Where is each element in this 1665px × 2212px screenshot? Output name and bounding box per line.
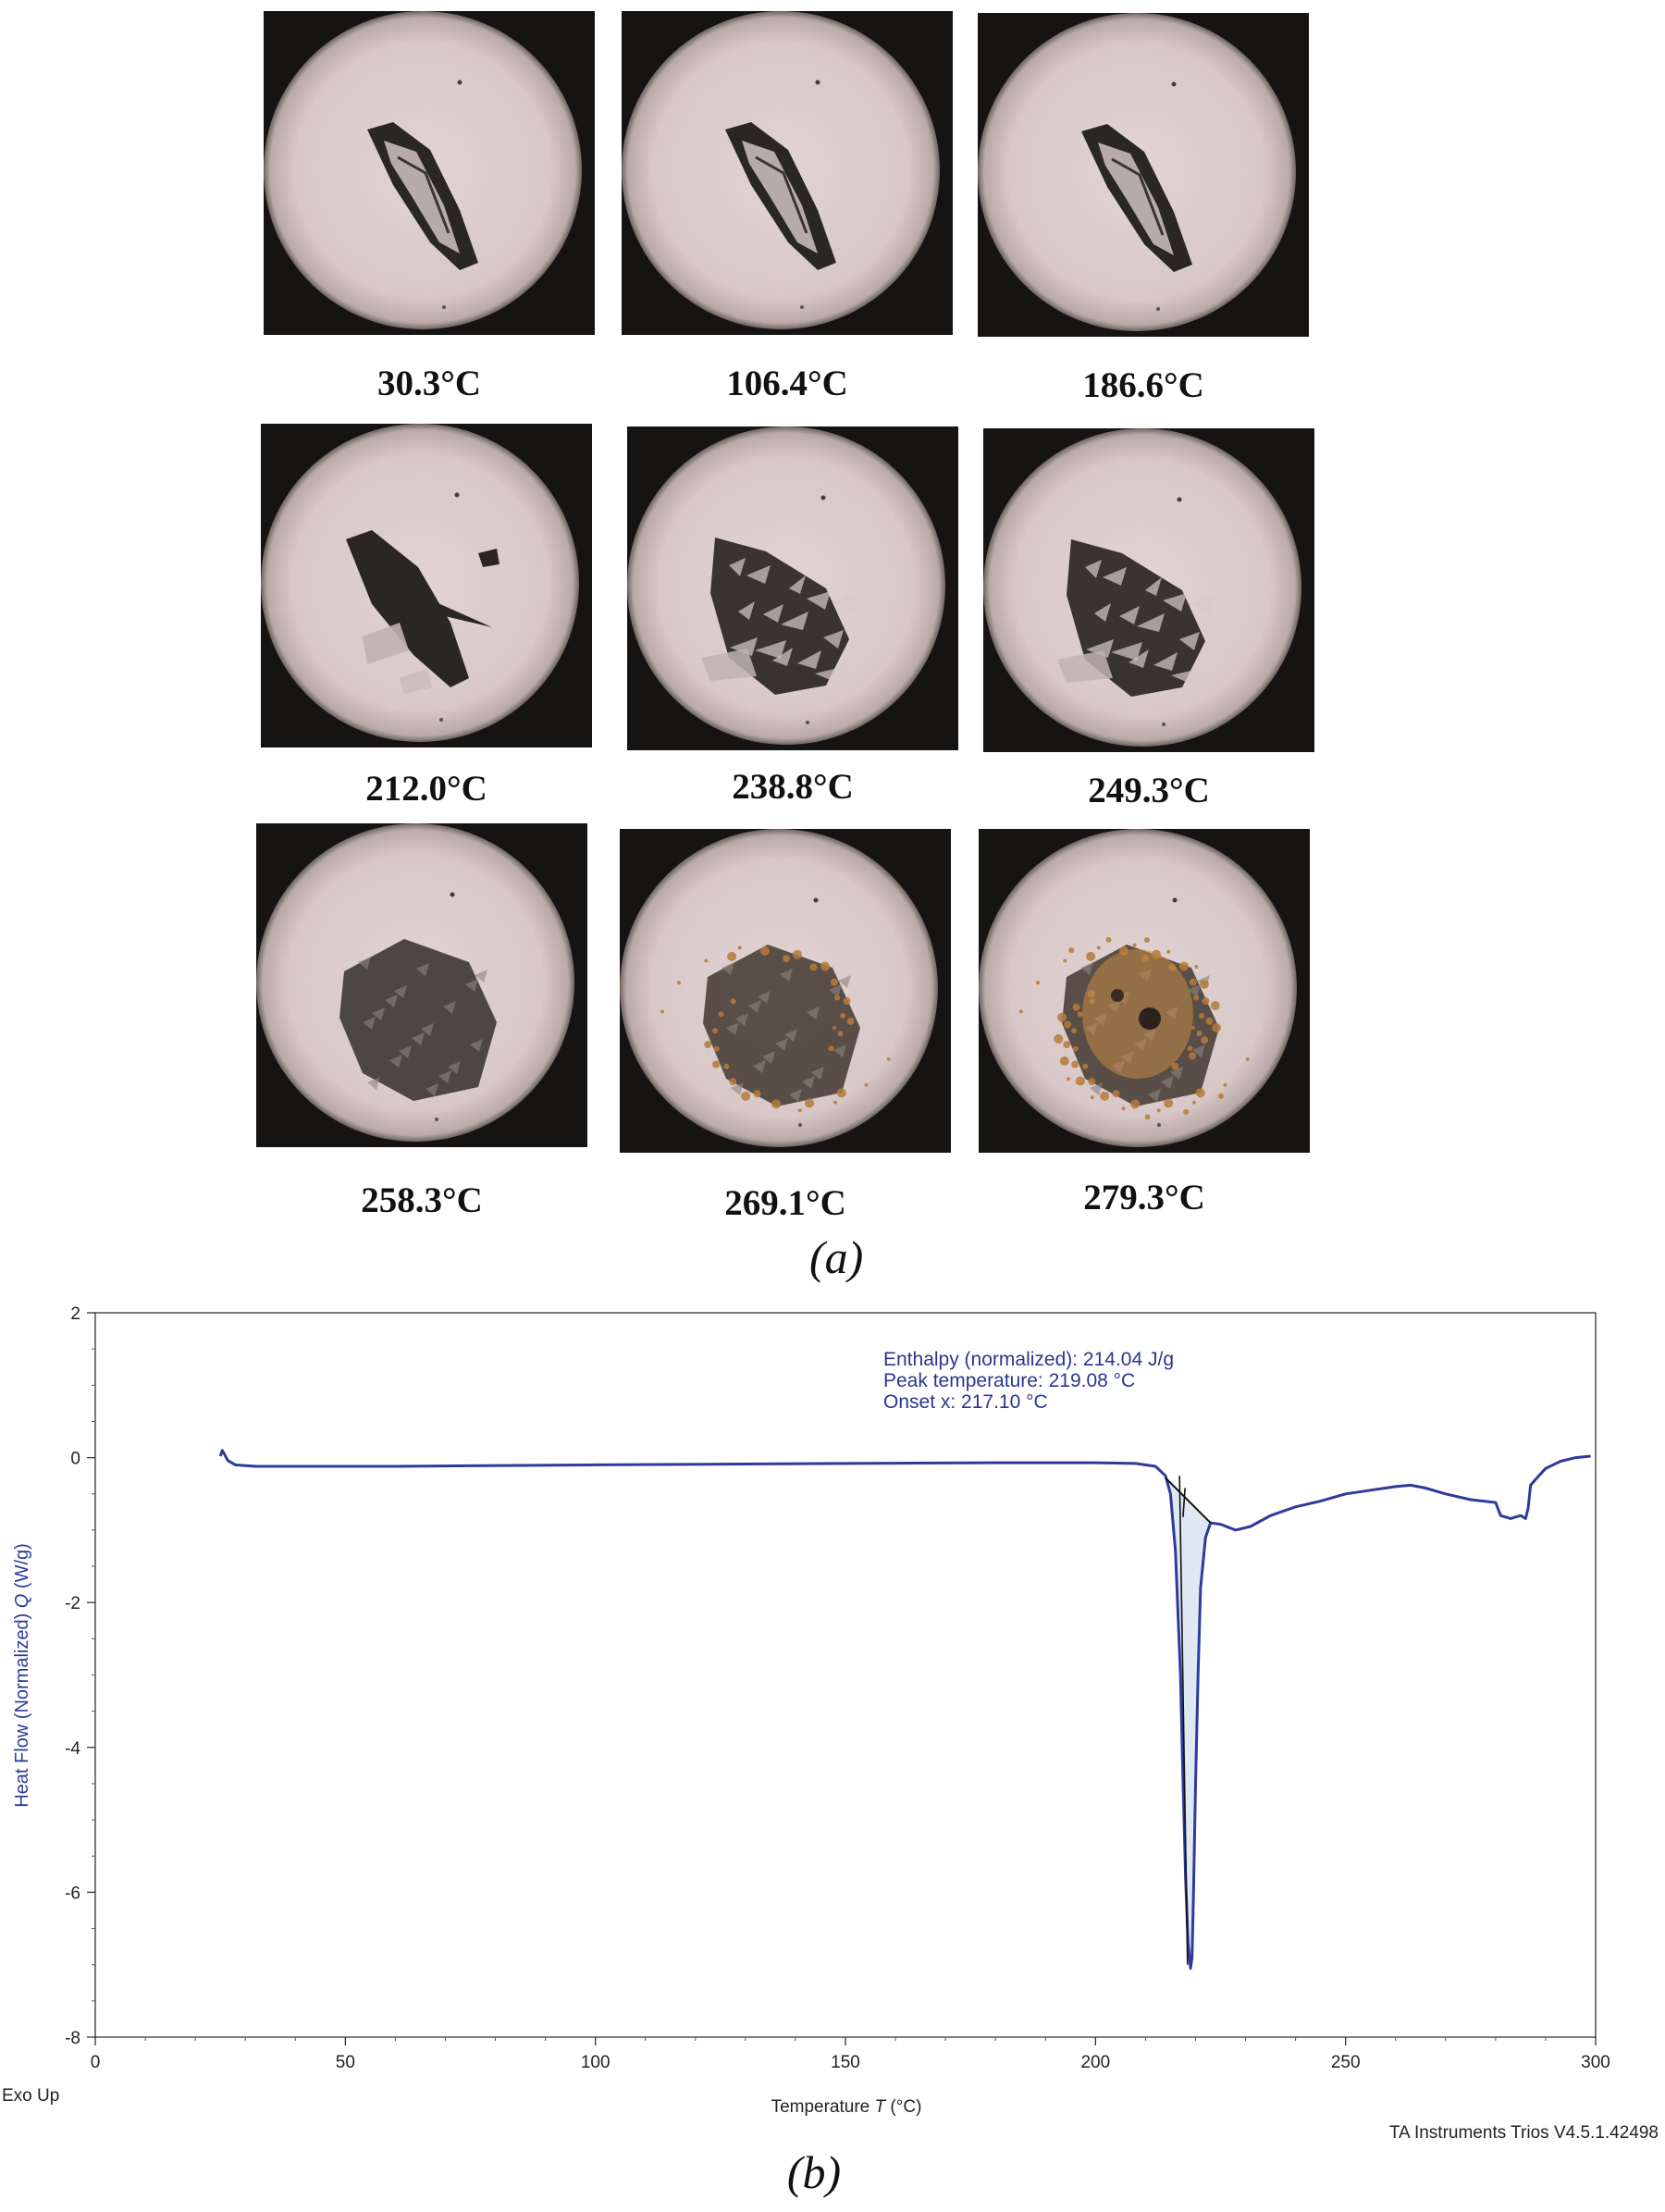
onset-tangent	[1178, 1476, 1189, 1965]
y-tick-label: 2	[70, 1304, 80, 1324]
temperature-label: 249.3°C	[1088, 771, 1210, 810]
crystal-sample	[1018, 936, 1250, 1120]
crystal-sample	[339, 939, 497, 1101]
micrograph-image	[620, 829, 938, 1147]
x-axis-unit: (°C)	[885, 2097, 921, 2117]
crystal-sample	[660, 945, 891, 1113]
micrograph-3	[978, 13, 1309, 337]
micrograph-image	[979, 829, 1297, 1147]
y-axis-symbol: Q	[12, 1594, 32, 1609]
micrograph-image	[256, 823, 574, 1142]
micrograph-2	[622, 11, 953, 335]
micrograph-image	[264, 11, 582, 329]
x-tick-label: 250	[1331, 2053, 1361, 2072]
heat-flow-curve	[218, 1449, 1591, 1971]
x-axis-label: Temperature T (°C)	[771, 2097, 922, 2117]
micrograph-1	[264, 11, 595, 335]
x-tick-label: 200	[1080, 2053, 1110, 2072]
dsc-plot-svg: 0 50 100 150 200 250 300 2 0 -2 -4 -6 -8 Enthalpy (no…	[2, 1304, 1659, 2198]
integration-baseline	[1165, 1477, 1212, 1524]
peak-annotation: Peak temperature: 219.08 °C	[883, 1370, 1135, 1391]
y-tick-label: -4	[65, 1739, 80, 1759]
peak-annotation: Onset x: 217.10 °C	[883, 1391, 1048, 1413]
dsc-chart: 0 50 100 150 200 250 300 2 0 -2 -4 -6 -8 Enthalpy (no…	[0, 1291, 1665, 2212]
temperature-label: 106.4°C	[726, 364, 848, 403]
crystal-sample	[1057, 539, 1215, 697]
micrograph-image	[622, 11, 940, 329]
micrograph-7	[256, 823, 587, 1147]
temperature-label: 186.6°C	[1082, 365, 1204, 405]
micrograph-9	[979, 829, 1310, 1153]
micrograph-6	[983, 428, 1314, 752]
x-tick-label: 150	[831, 2053, 860, 2072]
y-axis-unit: (W/g)	[12, 1543, 32, 1593]
x-axis-symbol: T	[875, 2097, 887, 2117]
micrograph-4	[261, 424, 592, 748]
micrograph-image	[983, 428, 1301, 747]
panel-b-letter: (b)	[787, 2146, 841, 2198]
temperature-label: 30.3°C	[376, 364, 481, 403]
panel-a-letter: (a)	[809, 1231, 864, 1283]
y-axis-label: Heat Flow (Normalized) Q (W/g)	[12, 1543, 32, 1808]
y-tick-label: -6	[65, 1884, 80, 1903]
temperature-label: 258.3°C	[361, 1180, 483, 1220]
y-tick-label: 0	[70, 1450, 80, 1469]
peak-annotation: Enthalpy (normalized): 214.04 J/g	[883, 1349, 1174, 1370]
x-tick-label: 100	[581, 2053, 610, 2072]
exo-up-label: Exo Up	[2, 2086, 59, 2106]
crystal-sample	[346, 530, 500, 694]
temperature-label: 238.8°C	[732, 767, 854, 807]
software-label: TA Instruments Trios V4.5.1.42498	[1389, 2123, 1659, 2143]
onset-marker	[1182, 1488, 1186, 1517]
x-tick-label: 300	[1581, 2053, 1610, 2072]
x-tick-label: 0	[91, 2053, 101, 2072]
micrograph-image	[627, 426, 945, 745]
plot-frame	[94, 1312, 1597, 2038]
temperature-label: 212.0°C	[365, 769, 487, 809]
crystal-sample	[367, 122, 478, 270]
crystal-sample	[725, 122, 836, 270]
microscopy-panel: 30.3°C 106.4°C 186.6°C 212.0°C 238.8°C 249.3°…	[256, 11, 1314, 1283]
micrograph-image	[261, 424, 579, 742]
temperature-label: 269.1°C	[724, 1183, 846, 1223]
crystal-sample	[1081, 124, 1192, 272]
temperature-label: 279.3°C	[1083, 1178, 1205, 1217]
y-tick-label: -8	[65, 2029, 80, 2048]
x-tick-label: 50	[336, 2053, 355, 2072]
y-tick-label: -2	[65, 1594, 80, 1613]
crystal-sample	[701, 538, 859, 695]
micrograph-image	[978, 13, 1296, 331]
micrograph-8	[620, 829, 951, 1153]
micrograph-5	[627, 426, 958, 750]
